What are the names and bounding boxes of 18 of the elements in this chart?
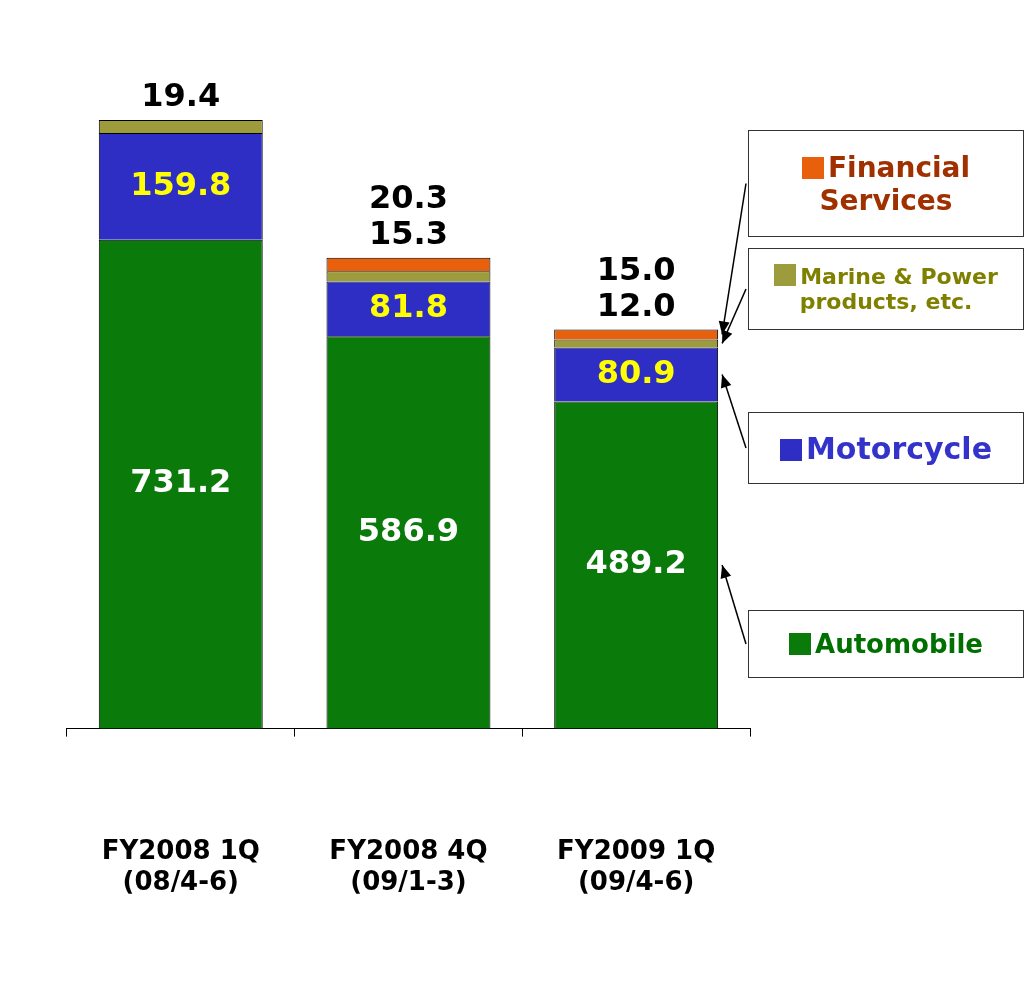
x-tick-label: FY2009 1Q (09/4-6) (557, 834, 716, 897)
legend-label: Automobile (815, 629, 983, 659)
legend-label: Financial Services (819, 150, 971, 217)
legend-label: Marine & Power products, etc. (799, 264, 998, 314)
data-label: 489.2 (585, 543, 687, 582)
x-tick-label: FY2008 4Q (09/1-3) (329, 834, 488, 897)
data-label: 159.8 (130, 164, 232, 203)
data-label: 20.3 (368, 178, 448, 217)
legend-label: Motorcycle (806, 430, 992, 466)
data-label: 80.9 (596, 352, 676, 391)
data-label: 586.9 (357, 510, 460, 549)
data-label: 19.4 (141, 76, 221, 115)
data-label: 15.0 (596, 249, 676, 288)
data-label: 12.0 (596, 285, 676, 324)
data-label: 81.8 (368, 287, 448, 326)
data-label: 15.3 (368, 214, 448, 253)
x-tick-label: FY2008 1Q (08/4-6) (101, 834, 260, 897)
data-label: 731.2 (130, 462, 232, 501)
